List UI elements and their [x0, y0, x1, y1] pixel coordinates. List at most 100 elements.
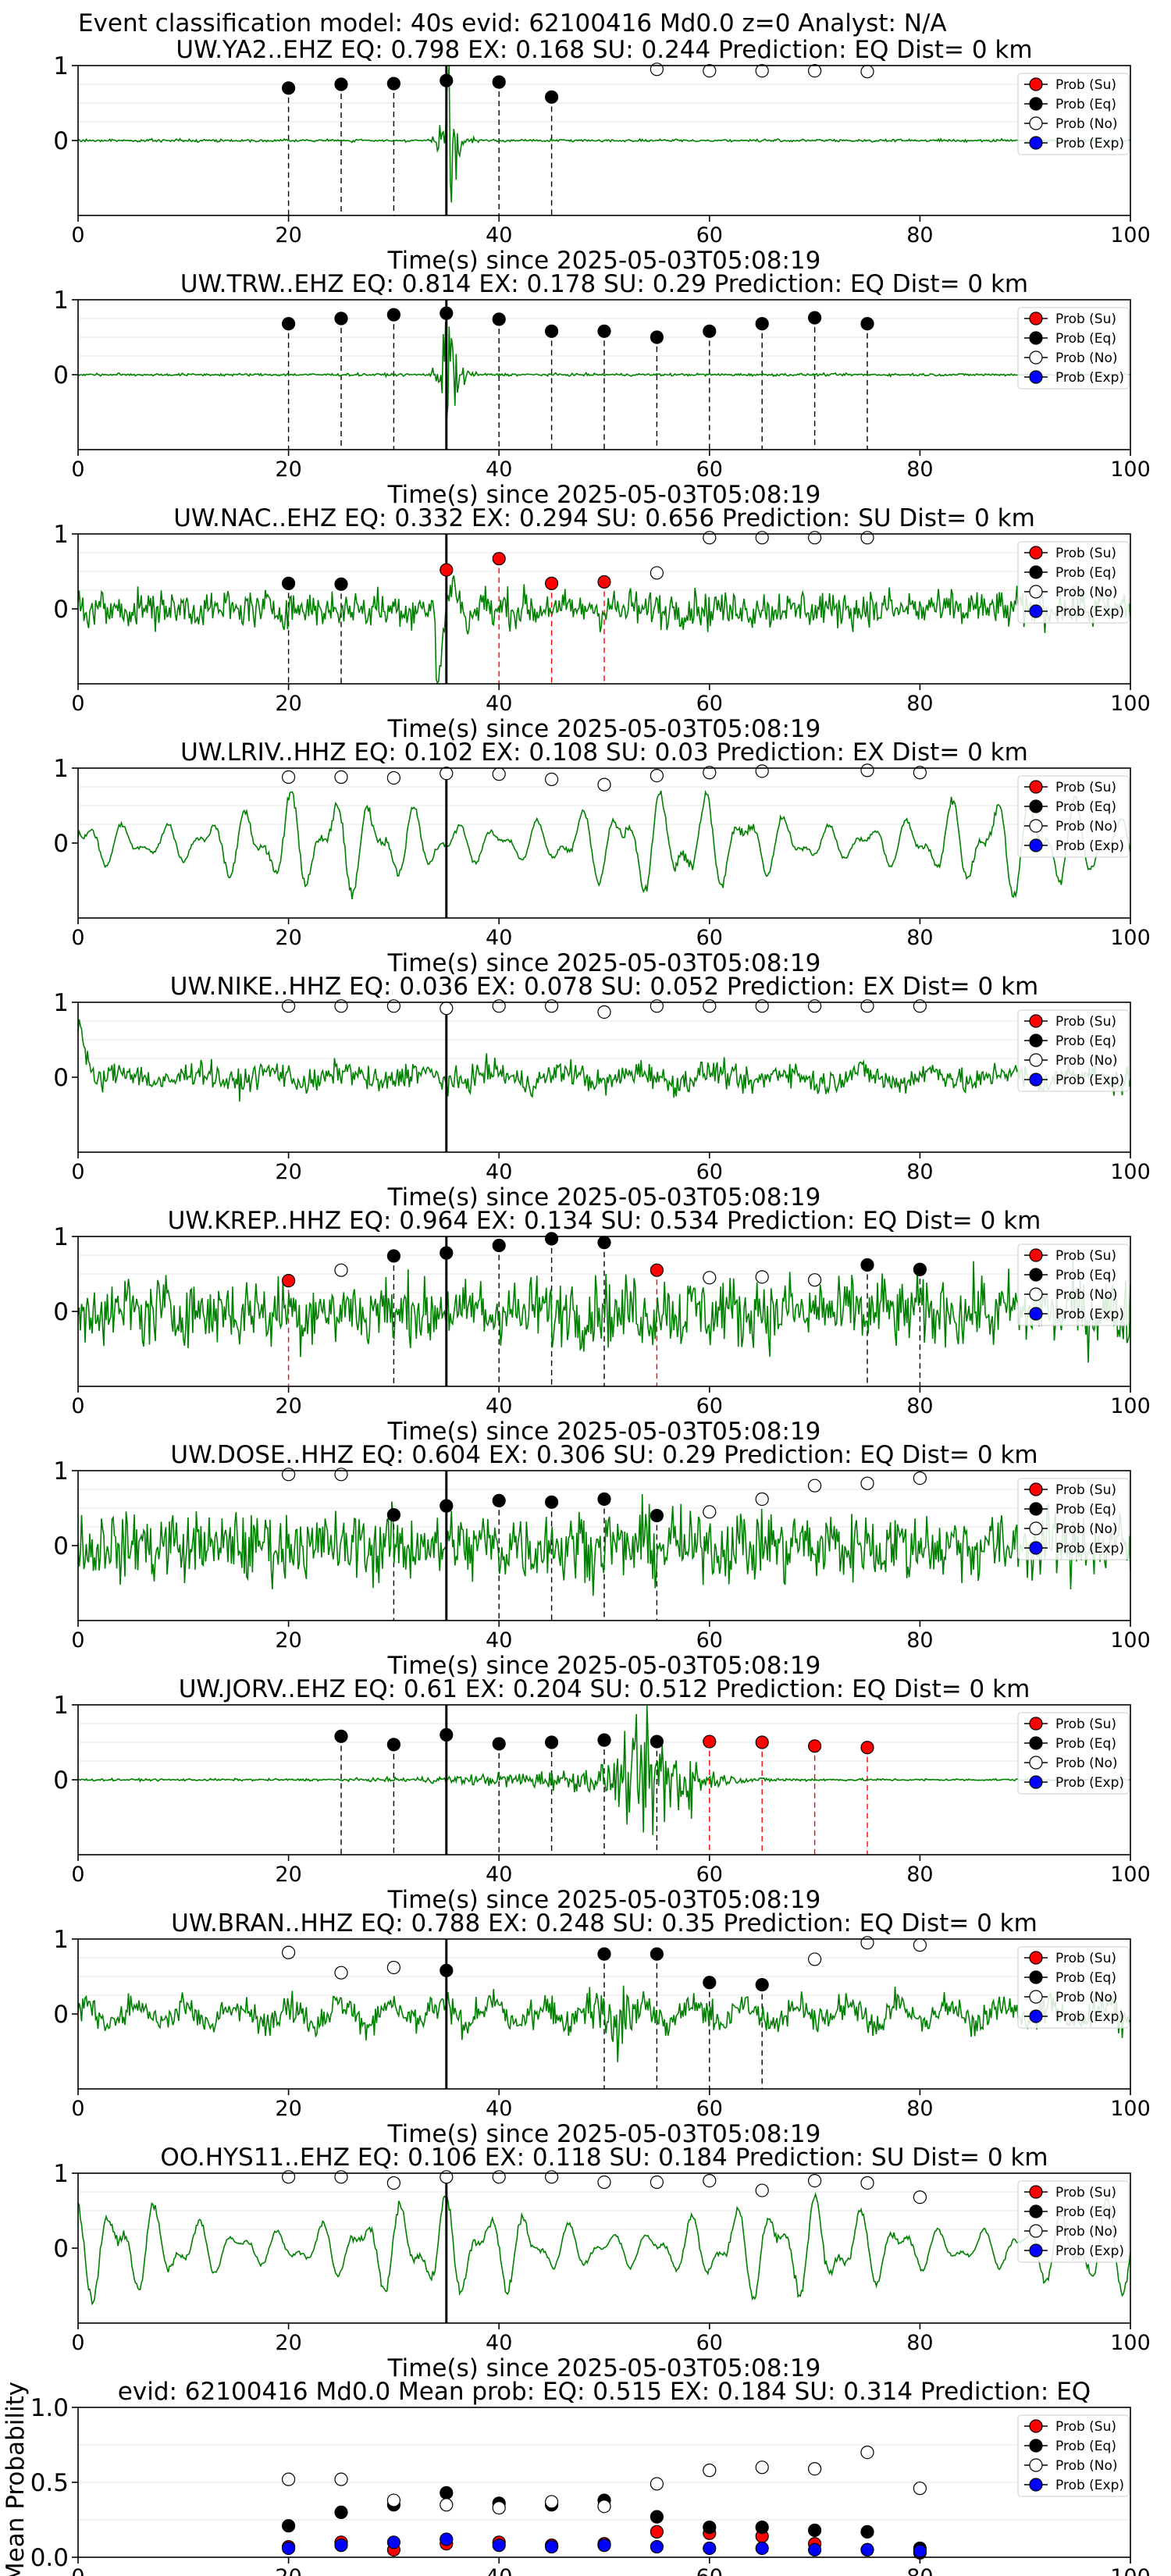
mean-prob-point — [703, 2521, 717, 2535]
legend-marker — [1029, 1736, 1043, 1750]
x-tick-label: 20 — [275, 926, 301, 950]
prob-point-no — [492, 999, 506, 1013]
prob-point-no — [386, 2176, 400, 2190]
prob-point-eq — [597, 1947, 611, 1961]
waveform-trace — [77, 65, 1131, 203]
legend-marker — [1029, 2439, 1043, 2453]
mean-prob-point — [334, 2472, 348, 2486]
prob-point-no — [334, 1966, 348, 1980]
x-tick-label: 40 — [486, 457, 512, 482]
prob-point-no — [807, 999, 822, 1013]
mean-prob-point — [913, 2482, 927, 2496]
legend-label: Prob (Su) — [1055, 2419, 1116, 2435]
prob-point-no — [703, 999, 717, 1013]
mean-prob-point — [386, 2535, 400, 2549]
prob-point-no — [860, 65, 874, 79]
legend-marker — [1029, 116, 1043, 130]
legend-marker — [1029, 799, 1043, 813]
legend-box — [1017, 1712, 1130, 1795]
legend-label: Prob (Eq) — [1055, 1970, 1116, 1986]
legend-marker — [1029, 1756, 1043, 1770]
y-tick-label: 0 — [53, 1064, 69, 1092]
prob-point-no — [807, 2174, 822, 2188]
legend-box — [1017, 1009, 1130, 1092]
y-tick-label: 1 — [53, 2160, 69, 2188]
legend-marker — [1029, 585, 1043, 599]
x-tick-label: 100 — [1110, 2331, 1151, 2355]
legend-marker — [1029, 1521, 1043, 1535]
x-tick-label: 80 — [906, 223, 933, 247]
x-tick-label: 60 — [696, 2331, 723, 2355]
x-tick-label: 40 — [486, 2565, 512, 2576]
legend-label: Prob (Eq) — [1055, 2204, 1116, 2220]
legend-label: Prob (Eq) — [1055, 1736, 1116, 1752]
legend-marker — [1029, 350, 1043, 365]
legend-box — [1017, 541, 1130, 624]
chart-panel-7: UW.JORV..EHZ EQ: 0.61 EX: 0.204 SU: 0.51… — [53, 1675, 1151, 1914]
x-tick-label: 20 — [275, 1628, 301, 1653]
legend-label: Prob (Exp) — [1055, 1541, 1124, 1557]
chart-panel-5: UW.KREP..HHZ EQ: 0.964 EX: 0.134 SU: 0.5… — [53, 1207, 1151, 1446]
legend-box — [1017, 2414, 1130, 2497]
x-tick-label: 20 — [275, 692, 301, 716]
prob-point-no — [913, 1938, 927, 1952]
prob-point-no — [544, 999, 559, 1013]
legend-label: Prob (Exp) — [1055, 1073, 1124, 1088]
mean-prob-point — [703, 2464, 717, 2478]
legend-marker — [1029, 1775, 1043, 1789]
prob-point-no — [913, 766, 927, 780]
y-tick-label: 1.0 — [30, 2394, 69, 2422]
y-tick-label: 0 — [53, 127, 69, 155]
prob-point-no — [703, 766, 717, 780]
panel-title: evid: 62100416 Md0.0 Mean prob: EQ: 0.51… — [118, 2378, 1091, 2406]
mean-prob-point — [386, 2493, 400, 2507]
legend-label: Prob (Su) — [1055, 311, 1116, 327]
prob-point-eq — [650, 1947, 664, 1961]
x-tick-label: 20 — [275, 1160, 301, 1184]
prob-point-eq — [650, 1508, 664, 1523]
x-axis-label: Time(s) since 2025-05-03T05:08:19 — [387, 1418, 821, 1446]
x-tick-label: 100 — [1110, 223, 1151, 247]
x-tick-label: 60 — [696, 2097, 723, 2121]
legend-marker — [1029, 565, 1043, 579]
prob-point-no — [282, 999, 296, 1013]
legend-label: Prob (Eq) — [1055, 97, 1116, 112]
x-tick-label: 80 — [906, 1394, 933, 1418]
x-tick-label: 40 — [486, 223, 512, 247]
y-tick-label: 0 — [53, 1298, 69, 1326]
prob-point-no — [440, 1002, 454, 1016]
prob-point-no — [282, 1945, 296, 1959]
mean-prob-point — [544, 2539, 559, 2554]
x-tick-label: 100 — [1110, 2097, 1151, 2121]
x-tick-label: 40 — [486, 1863, 512, 1887]
prob-point-eq — [334, 311, 348, 326]
mean-prob-point — [807, 2462, 822, 2476]
legend-label: Prob (Exp) — [1055, 1775, 1124, 1791]
legend-label: Prob (No) — [1055, 1990, 1118, 2005]
legend-label: Prob (Exp) — [1055, 2478, 1124, 2493]
legend-marker — [1029, 311, 1043, 326]
mean-prob-point — [650, 2510, 664, 2524]
legend-marker — [1029, 2419, 1043, 2433]
legend-label: Prob (Eq) — [1055, 1502, 1116, 1517]
mean-prob-point — [282, 2472, 296, 2486]
prob-point-su — [597, 575, 611, 589]
chart-panel-6: UW.DOSE..HHZ EQ: 0.604 EX: 0.306 SU: 0.2… — [53, 1441, 1151, 1680]
panel-title: UW.NAC..EHZ EQ: 0.332 EX: 0.294 SU: 0.65… — [173, 504, 1035, 532]
mean-prob-point — [650, 2524, 664, 2539]
legend-label: Prob (Eq) — [1055, 2439, 1116, 2454]
prob-point-no — [860, 1936, 874, 1950]
prob-point-eq — [334, 77, 348, 91]
legend-marker — [1029, 1502, 1043, 1516]
legend-box — [1017, 73, 1130, 155]
prob-point-eq — [282, 81, 296, 95]
x-tick-label: 60 — [696, 2565, 723, 2576]
prob-point-eq — [492, 1737, 506, 1751]
legend-label: Prob (Eq) — [1055, 331, 1116, 347]
x-tick-label: 100 — [1110, 2565, 1151, 2576]
x-tick-label: 0 — [71, 1160, 84, 1184]
prob-point-eq — [544, 1232, 559, 1246]
prob-point-no — [650, 566, 664, 580]
mean-prob-point — [440, 2532, 454, 2546]
x-tick-label: 20 — [275, 457, 301, 482]
